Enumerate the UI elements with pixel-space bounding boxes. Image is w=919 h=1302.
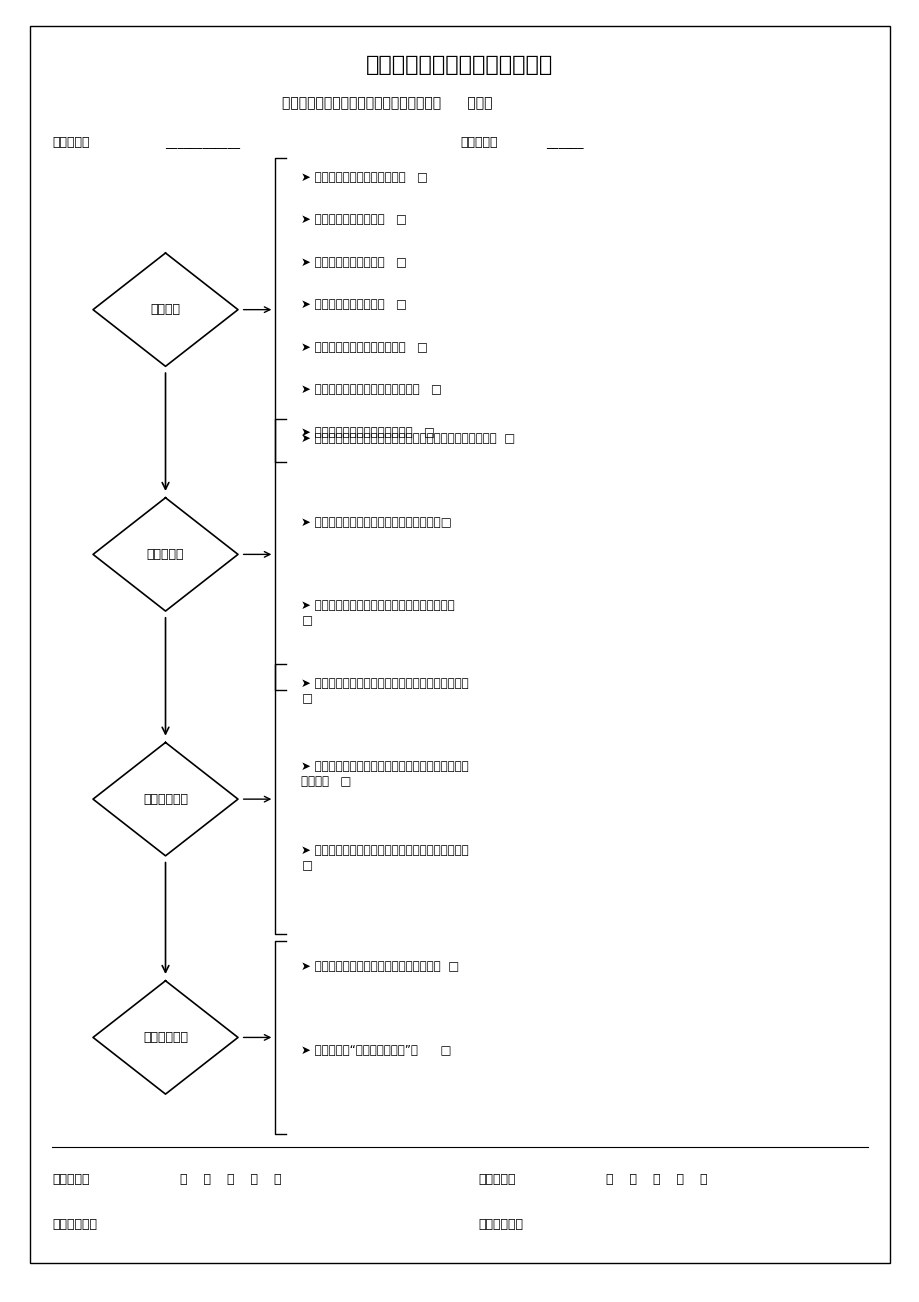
Text: ➤ 安全技术措施方案是否已编制   □: ➤ 安全技术措施方案是否已编制 □ [301,171,428,184]
Text: ➤ 严禁施工人员踩在钉筋笼或模板上吸装。□: ➤ 严禁施工人员踩在钉筋笼或模板上吸装。□ [301,516,452,529]
Text: ➤ 现场浇制平台要携设稳固、可靠，通道要有栏杆。
□: ➤ 现场浇制平台要携设稳固、可靠，通道要有栏杆。 □ [301,677,469,704]
Text: 完工时间：: 完工时间： [478,1173,515,1186]
Text: ➤ 现场要配备消防器材和急救药品   □: ➤ 现场要配备消防器材和急救药品 □ [301,426,435,439]
Text: 工程名称：: 工程名称： [52,135,90,148]
Text: ____________: ____________ [165,135,240,148]
Text: 工作负责人：: 工作负责人： [52,1217,97,1230]
Text: ➤ 电源笱做到“一机一闸一保护”。      □: ➤ 电源笱做到“一机一闸一保护”。 □ [301,1044,451,1057]
Text: ➤ 施工安全交底是否执行   □: ➤ 施工安全交底是否执行 □ [301,214,407,227]
Text: ______: ______ [546,135,583,148]
Text: ➤ 搅拌机要设在平整坚实的地基上，机械传动处应设
防护罩。   □: ➤ 搅拌机要设在平整坚实的地基上，机械传动处应设 防护罩。 □ [301,760,469,789]
Text: 年    月    日    时    分: 年 月 日 时 分 [582,1173,707,1186]
Text: ➤ 站班会是否执行并记录   □: ➤ 站班会是否执行并记录 □ [301,255,407,268]
Text: ➤ 搅拌机在运转时，严禁将工具伸入滚筒内推扪料。
□: ➤ 搅拌机在运转时，严禁将工具伸入滚筒内推扪料。 □ [301,844,469,872]
Text: ➤ 安全作业票是否已填写并实施   □: ➤ 安全作业票是否已填写并实施 □ [301,341,428,354]
Text: 扎筋、组模: 扎筋、组模 [147,548,184,561]
Text: ➤ 施工范围应设警戝围栏及相应标志   □: ➤ 施工范围应设警戝围栏及相应标志 □ [301,383,442,396]
Text: 送电线路工程施工安全作业卡片: 送电线路工程施工安全作业卡片 [366,55,553,76]
Text: （二）混凝土浇制工程施工流程安全作业卡      编号：: （二）混凝土浇制工程施工流程安全作业卡 编号： [282,96,493,111]
Text: 施工准备: 施工准备 [151,303,180,316]
Text: 现场基础浇制: 现场基础浇制 [142,793,187,806]
Text: 施工地点：: 施工地点： [460,135,497,148]
Text: 安全监护人：: 安全监护人： [478,1217,523,1230]
Text: 年    月    日    时    分: 年 月 日 时 分 [156,1173,281,1186]
Text: 开工时间：: 开工时间： [52,1173,90,1186]
Text: ➤ 用人力拉动绳索吸模板时，绳尾应固定在牢固的角铁桩上。  □: ➤ 用人力拉动绳索吸模板时，绳尾应固定在牢固的角铁桩上。 □ [301,432,516,445]
Text: ➤ 组模时应自下而上，拆模时应自上而下进行。
□: ➤ 组模时应自下而上，拆模时应自上而下进行。 □ [301,599,455,628]
Text: 电机设备情况: 电机设备情况 [142,1031,187,1044]
Text: ➤ 机电设备应完整、绶缘良好、接地可靠。  □: ➤ 机电设备应完整、绶缘良好、接地可靠。 □ [301,960,460,973]
Text: ➤ 机具是否已检查、校验   □: ➤ 机具是否已检查、校验 □ [301,298,407,311]
